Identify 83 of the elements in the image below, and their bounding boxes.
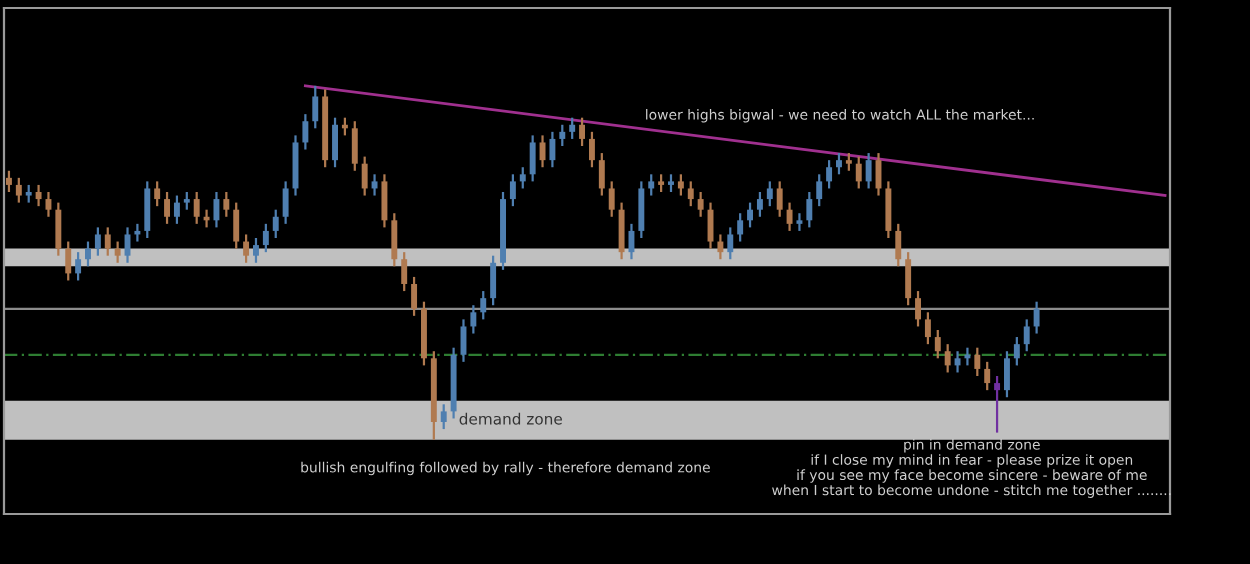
candlestick: [974, 346, 981, 378]
candlestick: [579, 116, 586, 148]
candlestick: [549, 130, 556, 169]
candlestick: [282, 180, 289, 225]
candlestick: [5, 169, 12, 194]
candlestick: [361, 155, 368, 197]
candlestick: [865, 151, 872, 190]
candlestick: [35, 183, 42, 208]
candlestick: [75, 251, 82, 282]
candlestick: [193, 190, 200, 225]
candlestick: [727, 226, 734, 261]
candlestick: [598, 151, 605, 197]
candlestick: [806, 190, 813, 229]
candlestick: [816, 173, 823, 208]
candlestick: [114, 240, 121, 264]
candlestick: [440, 403, 447, 431]
candlestick: [588, 130, 595, 169]
candlestick: [391, 212, 398, 268]
candlestick: [272, 208, 279, 240]
candlestick: [885, 180, 892, 240]
candlestick: [1023, 318, 1030, 353]
candlestick: [915, 289, 921, 328]
candlestick: [411, 275, 418, 317]
candlestick: [223, 190, 230, 218]
candlestick: [826, 159, 833, 190]
candlestick: [796, 212, 803, 233]
candlestick: [243, 233, 250, 264]
candlestick: [1033, 300, 1040, 335]
candlestick: [924, 311, 931, 346]
candlestick: [213, 190, 220, 229]
candlestick: [509, 173, 516, 208]
candlestick: [984, 360, 991, 392]
candlestick: [302, 113, 309, 151]
candlestick: [371, 173, 378, 197]
candlestick: [15, 176, 22, 204]
candlestick: [55, 201, 62, 257]
candlestick: [490, 254, 497, 307]
candlestick: [332, 116, 338, 169]
candlestick: [233, 201, 240, 250]
candlestick: [164, 190, 171, 225]
candlestick: [944, 343, 951, 374]
candlestick: [786, 201, 793, 233]
candlestick: [934, 328, 941, 360]
candlestick: [855, 155, 862, 190]
candlestick: [1013, 335, 1020, 367]
candlestick: [697, 190, 704, 218]
candlestick: [85, 240, 91, 268]
candlestick: [766, 180, 773, 208]
candlestick: [480, 289, 487, 321]
candlestick: [173, 194, 180, 225]
candlestick: [747, 201, 754, 229]
candlestick: [312, 84, 319, 130]
candlestick: [519, 166, 526, 190]
candlestick: [65, 240, 72, 282]
candlestick: [756, 190, 763, 218]
candlestick: [262, 222, 269, 254]
candlestick: [895, 222, 902, 268]
candlestick: [954, 350, 961, 374]
candlestick: [717, 233, 724, 261]
candlestick: [1003, 350, 1010, 399]
candlestick: [687, 180, 694, 208]
candlestick: [905, 251, 912, 307]
candlestick: [381, 173, 388, 229]
candlestick: [776, 180, 783, 218]
candlestick: [144, 180, 151, 240]
candlestick: [737, 212, 744, 243]
candlestick: [401, 251, 408, 293]
candlestick: [569, 116, 576, 141]
candlestick: [351, 120, 358, 172]
candlestick: [470, 304, 477, 335]
candlestick: [638, 180, 645, 240]
candlestick: [94, 226, 101, 257]
candlestick: [104, 226, 111, 257]
candlestick: [618, 201, 625, 261]
candlestick: [529, 134, 536, 183]
candlestick: [994, 374, 1001, 434]
candlestick: [648, 173, 655, 197]
candlestick: [559, 123, 566, 148]
candlestick: [608, 180, 615, 218]
candlestick: [677, 173, 684, 197]
candlestick: [253, 236, 259, 264]
candlestick: [154, 180, 161, 208]
candlestick: [836, 151, 842, 176]
